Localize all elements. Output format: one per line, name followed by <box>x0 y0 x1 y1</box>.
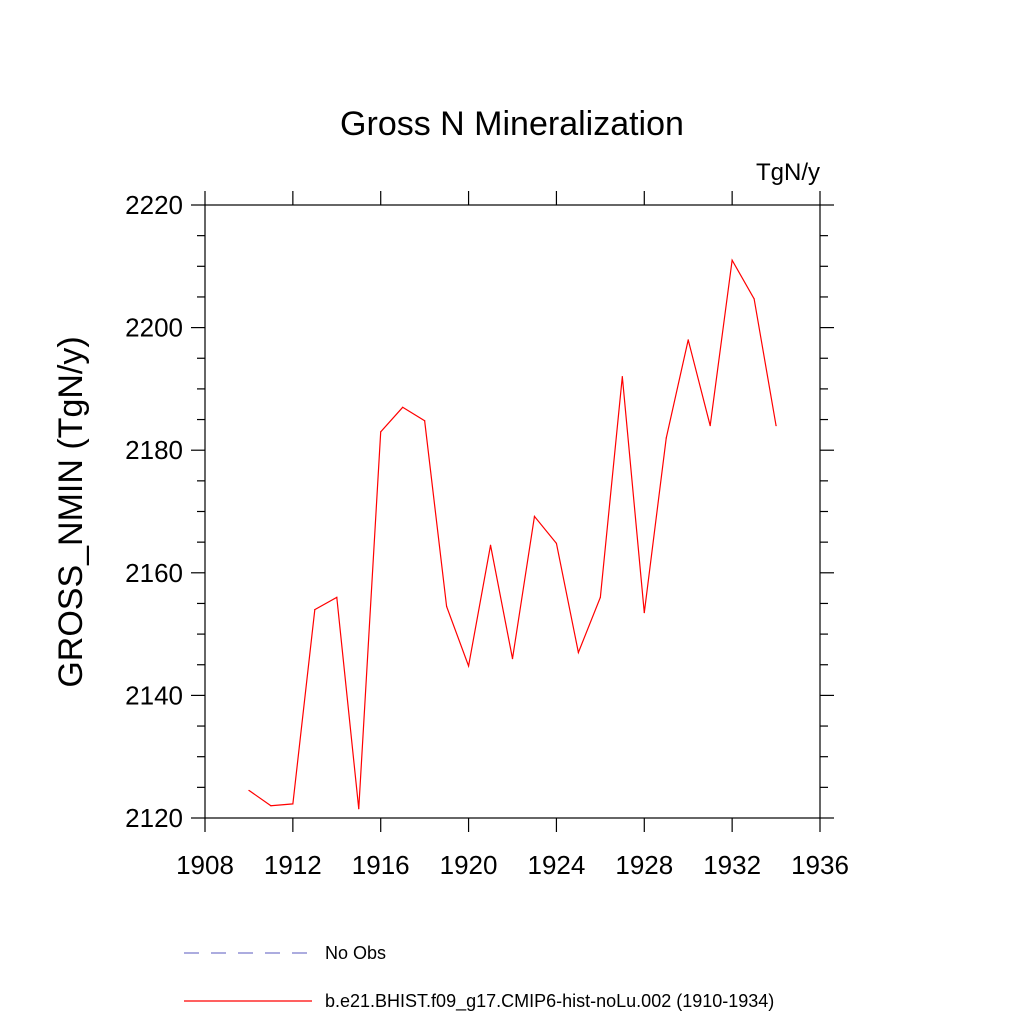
y-tick-label: 2140 <box>125 680 183 710</box>
y-tick-label: 2180 <box>125 435 183 465</box>
data-point <box>753 298 755 300</box>
y-tick-label: 2220 <box>125 190 183 220</box>
legend-label: b.e21.BHIST.f09_g17.CMIP6-hist-noLu.002 … <box>325 991 774 1012</box>
data-point <box>511 658 514 660</box>
data-point <box>709 425 711 427</box>
legend: No Obs b.e21.BHIST.f09_g17.CMIP6-hist-noL… <box>184 943 774 1012</box>
data-point <box>533 515 536 518</box>
data-point <box>775 425 777 427</box>
data-point <box>380 431 382 433</box>
data-point <box>621 376 623 378</box>
data-point <box>665 437 667 439</box>
data-point <box>402 406 404 408</box>
data-point <box>358 808 360 810</box>
data-point <box>446 605 448 608</box>
chart-title: Gross N Mineralization <box>340 105 684 143</box>
x-tick-label: 1928 <box>615 850 673 880</box>
y-tick-label: 2160 <box>125 558 183 588</box>
data-point <box>555 542 558 544</box>
data-point <box>467 665 470 667</box>
data-point <box>270 805 272 807</box>
y-axis-label: GROSS_NMIN (TgN/y) <box>52 336 90 687</box>
x-tick-label: 1916 <box>352 850 410 880</box>
x-tick-label: 1936 <box>791 850 849 880</box>
plot-area: 1908 1912 1916 1920 1924 1928 1932 1936 2120 2140… <box>125 190 849 880</box>
data-point <box>424 420 426 422</box>
x-tick-label: 1908 <box>176 850 234 880</box>
x-tick-label: 1912 <box>264 850 322 880</box>
data-point <box>292 803 294 805</box>
series-line <box>248 258 777 809</box>
data-point <box>336 596 338 598</box>
data-point <box>731 259 733 261</box>
data-point <box>643 612 645 614</box>
y-tick-label: 2120 <box>125 803 183 833</box>
x-tick-label: 1924 <box>528 850 586 880</box>
x-tick-label: 1920 <box>440 850 498 880</box>
data-point <box>314 608 316 611</box>
units-label: TgN/y <box>756 159 820 186</box>
data-point <box>599 596 601 598</box>
legend-label: No Obs <box>325 943 386 963</box>
data-point <box>687 339 689 341</box>
data-point <box>248 789 250 792</box>
x-tick-label: 1932 <box>703 850 761 880</box>
data-point <box>577 651 579 654</box>
y-tick-label: 2200 <box>125 313 183 343</box>
data-point <box>489 544 492 546</box>
